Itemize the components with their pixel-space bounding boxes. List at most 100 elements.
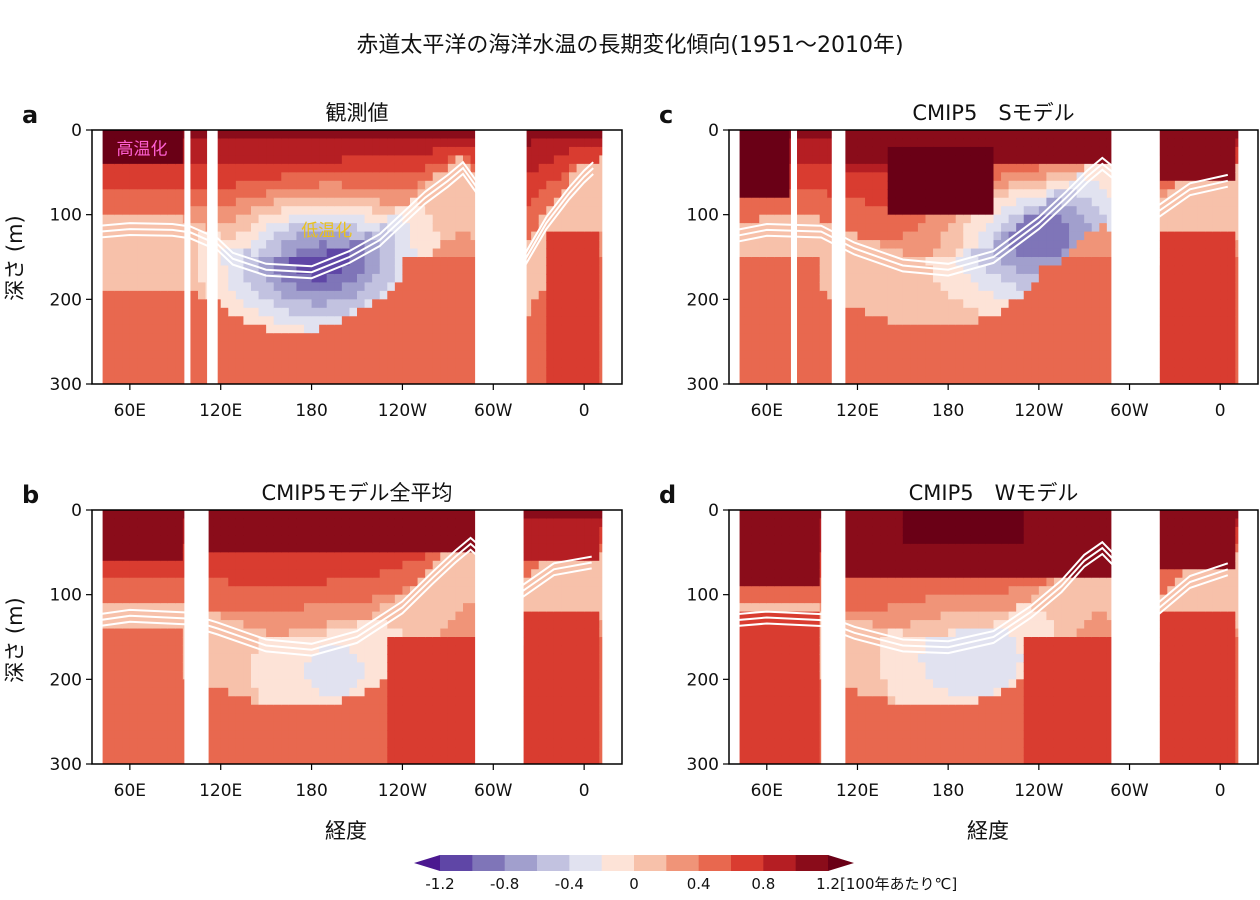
- heat-cell: [387, 172, 396, 182]
- heat-cell: [394, 307, 404, 317]
- heat-cell: [357, 299, 366, 309]
- heat-cell: [235, 543, 245, 553]
- heat-cell: [251, 696, 260, 706]
- heat-cell: [797, 206, 806, 216]
- heat-cell: [137, 180, 146, 190]
- heat-cell: [561, 687, 570, 697]
- heat-cell: [538, 645, 547, 655]
- heat-cell: [872, 138, 881, 148]
- heat-cell: [372, 206, 381, 216]
- heat-cell: [402, 290, 411, 300]
- heat-cell: [160, 721, 169, 731]
- heat-cell: [205, 518, 214, 528]
- heat-cell: [175, 577, 184, 587]
- heat-cell: [311, 560, 320, 570]
- heat-cell: [546, 755, 555, 764]
- heat-cell: [402, 738, 411, 748]
- heat-cell: [251, 180, 260, 190]
- heat-cell: [122, 358, 131, 368]
- heat-cell: [175, 206, 184, 216]
- heat-cell: [470, 730, 479, 740]
- heat-cell: [357, 577, 366, 587]
- heat-cell: [341, 552, 351, 562]
- heat-cell: [576, 130, 585, 140]
- heat-cell: [304, 240, 313, 250]
- heat-cell: [273, 146, 282, 156]
- heat-cell: [591, 594, 600, 604]
- heat-cell: [455, 316, 464, 326]
- heat-cell: [463, 645, 472, 655]
- heat-cell: [114, 670, 123, 680]
- heat-cell: [387, 341, 396, 351]
- heat-cell: [379, 653, 388, 663]
- heat-cell: [160, 307, 169, 317]
- heat-cell: [160, 248, 169, 258]
- heat-cell: [319, 189, 328, 199]
- heat-cell: [576, 721, 585, 731]
- heat-cell: [394, 653, 404, 663]
- heat-cell: [857, 248, 866, 258]
- heat-cell: [205, 687, 214, 697]
- heat-cell: [432, 747, 441, 757]
- heat-cell: [394, 240, 404, 250]
- heat-cell: [379, 747, 388, 757]
- x-tick-label: 180: [295, 401, 327, 421]
- heat-cell: [357, 535, 366, 545]
- heat-cell: [122, 223, 131, 233]
- heat-cell: [107, 197, 116, 207]
- heat-cell: [591, 637, 600, 647]
- heat-cell: [235, 713, 245, 723]
- heat-cell: [569, 341, 578, 351]
- heat-cell: [251, 358, 260, 368]
- heat-cell: [410, 628, 419, 638]
- heat-cell: [213, 704, 222, 714]
- heat-cell: [402, 257, 411, 267]
- heat-cell: [334, 510, 343, 520]
- heat-cell: [394, 265, 404, 275]
- heat-cell: [372, 180, 381, 190]
- heat-cell: [304, 231, 313, 241]
- heat-cell: [235, 307, 245, 317]
- heat-cell: [288, 526, 298, 536]
- heat-cell: [781, 341, 791, 351]
- heat-cell: [107, 155, 116, 165]
- heat-cell: [569, 637, 578, 647]
- heat-cell: [167, 324, 176, 334]
- heat-cell: [235, 214, 245, 224]
- heat-cell: [584, 510, 593, 520]
- heat-cell: [311, 696, 320, 706]
- heat-cell: [372, 138, 381, 148]
- heat-cell: [432, 543, 441, 553]
- heat-cell: [334, 577, 343, 587]
- heat-cell: [538, 679, 547, 689]
- heat-cell: [470, 645, 479, 655]
- heat-cell: [546, 535, 555, 545]
- heat-cell: [372, 577, 381, 587]
- heat-cell: [145, 223, 154, 233]
- panel-field-c: [729, 130, 1258, 384]
- heat-cell: [258, 747, 267, 757]
- heat-cell: [266, 341, 275, 351]
- heat-cell: [569, 535, 578, 545]
- heat-cell: [160, 257, 169, 267]
- heat-cell: [235, 206, 245, 216]
- heat-cell: [107, 172, 116, 182]
- heat-cell: [584, 738, 593, 748]
- heat-cell: [311, 206, 320, 216]
- heat-cell: [311, 637, 320, 647]
- heat-cell: [372, 240, 381, 250]
- heat-cell: [198, 214, 207, 224]
- heat-cell: [122, 594, 131, 604]
- heat-cell: [546, 197, 555, 207]
- heat-cell: [827, 130, 836, 140]
- heat-cell: [440, 552, 449, 562]
- heat-cell: [326, 687, 335, 697]
- heat-cell: [311, 367, 320, 377]
- heat-cell: [440, 560, 449, 570]
- heat-cell: [175, 713, 184, 723]
- heat-cell: [402, 704, 411, 714]
- heat-cell: [220, 543, 229, 553]
- heat-cell: [569, 130, 578, 140]
- heat-cell: [175, 282, 184, 292]
- heat-cell: [569, 316, 578, 326]
